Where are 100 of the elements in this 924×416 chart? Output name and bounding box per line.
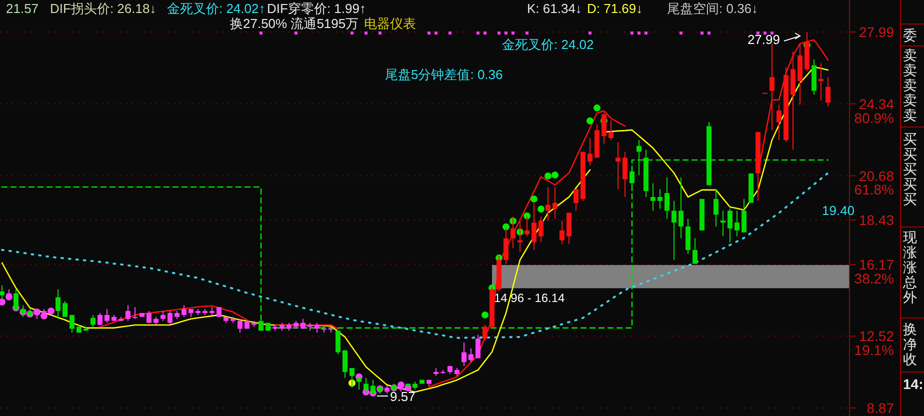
point: [552, 171, 558, 178]
candlestick: [126, 304, 130, 322]
candlestick: [56, 288, 60, 320]
point: [594, 104, 600, 112]
text: 涨: [903, 259, 917, 275]
y-tick-label: 27.99: [858, 24, 894, 40]
candlestick: [636, 139, 642, 176]
candlestick: [468, 348, 474, 363]
candlestick: [238, 318, 242, 334]
candlestick: [608, 120, 614, 140]
point: [484, 32, 486, 35]
point: [378, 32, 382, 35]
candlestick: [132, 306, 138, 320]
text: 卖: [903, 77, 917, 93]
candlestick: [658, 188, 662, 210]
annotation: DIF拐头价: 26.18↓: [50, 1, 156, 16]
candlestick: [552, 186, 558, 220]
point: [0, 298, 6, 306]
annotation: 金死叉价: 24.02: [502, 37, 594, 52]
point: [512, 32, 514, 35]
candlestick: [364, 377, 368, 394]
candlestick: [734, 210, 740, 237]
candlestick: [462, 342, 466, 367]
candlestick: [776, 104, 782, 140]
text: 涨: [903, 244, 917, 260]
annotation: 电器仪表: [364, 16, 416, 31]
candlestick: [336, 330, 340, 355]
candlestick: [546, 186, 550, 222]
text: 卖: [903, 92, 917, 108]
candlestick: [818, 62, 824, 102]
point: [530, 195, 538, 202]
y-tick-label: 18.43: [858, 212, 894, 228]
point: [526, 32, 528, 35]
candlestick: [70, 314, 74, 334]
annotation: 9.57: [390, 389, 416, 404]
point: [630, 32, 634, 35]
candlestick: [616, 141, 620, 190]
text: 买: [903, 131, 917, 147]
candlestick: [686, 218, 690, 255]
text: 买: [903, 146, 917, 162]
candlestick: [770, 43, 774, 131]
annotation: 27.99: [747, 32, 780, 47]
candlestick: [476, 334, 480, 359]
text: 买: [903, 191, 917, 207]
annotation: 尾盘5分钟差值: 0.36: [385, 67, 503, 82]
text: 委: [903, 27, 917, 43]
y2-tick-label: 80.9%: [854, 110, 894, 126]
candlestick: [538, 216, 544, 243]
candlestick: [62, 300, 68, 318]
y-tick-label: 16.17: [858, 256, 894, 272]
text: 14:: [903, 376, 924, 392]
annotation: 换27.50% 流通5195万: [230, 16, 359, 31]
candlestick: [720, 210, 726, 237]
text: 现: [903, 229, 917, 245]
text: 收: [903, 351, 917, 367]
text: 买: [903, 176, 917, 192]
point: [700, 32, 704, 35]
text: 卖: [903, 47, 917, 63]
point: [476, 32, 480, 35]
candlestick: [560, 220, 564, 245]
candlestick: [622, 151, 628, 198]
candlestick: [182, 304, 186, 318]
y-tick-label: 20.68: [858, 168, 894, 184]
candlestick: [566, 212, 572, 245]
text: 总: [902, 274, 917, 290]
point: [498, 32, 500, 35]
candlestick: [342, 350, 348, 378]
point: [524, 212, 530, 220]
point: [588, 32, 592, 35]
candlestick: [216, 306, 222, 318]
candlestick: [678, 176, 684, 239]
y-tick-label: 24.34: [858, 96, 894, 112]
point: [434, 32, 438, 35]
point: [364, 32, 368, 35]
candlestick: [98, 312, 102, 326]
candlestick: [90, 314, 96, 328]
candlestick: [742, 198, 746, 233]
candlestick: [650, 182, 656, 212]
point: [350, 32, 354, 35]
candlestick: [146, 310, 152, 324]
text: 净: [903, 336, 917, 352]
text: 换: [903, 321, 917, 337]
point: [40, 312, 48, 320]
candlestick: [714, 188, 718, 227]
candlestick: [672, 200, 676, 260]
annotation: D: 71.69↓: [587, 1, 643, 16]
candlestick: [168, 310, 172, 326]
point: [538, 205, 544, 212]
candlestick: [630, 165, 634, 192]
candlestick: [104, 308, 110, 324]
point: [260, 32, 262, 35]
candlestick: [588, 138, 592, 166]
point: [448, 32, 452, 35]
annotation: DIF穿零价: 1.99↑: [267, 1, 366, 16]
y2-tick-label: 61.8%: [854, 182, 894, 198]
point: [638, 32, 640, 35]
point: [708, 32, 710, 35]
text: 卖: [903, 62, 917, 78]
point: [428, 32, 430, 35]
point: [504, 32, 508, 35]
